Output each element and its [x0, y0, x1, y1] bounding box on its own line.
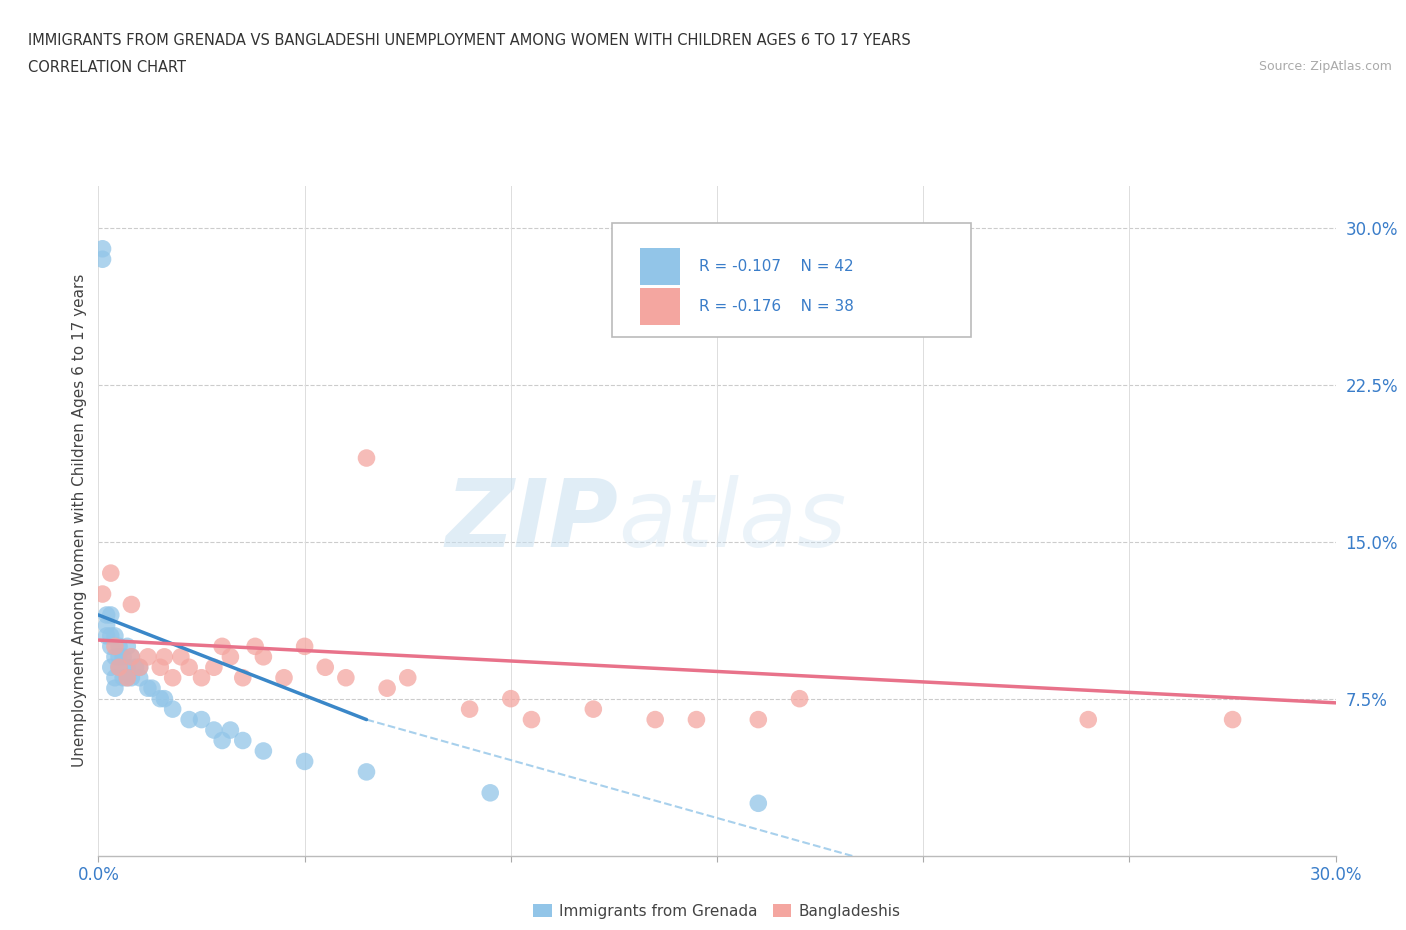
Point [314, 660, 336, 675]
Point [149, 691, 172, 706]
Point [294, 754, 316, 769]
Point [96, 607, 118, 622]
Point [112, 649, 135, 664]
Point [149, 660, 172, 675]
Point [112, 671, 135, 685]
Point [108, 660, 131, 675]
Point [120, 597, 142, 612]
Text: IMMIGRANTS FROM GRENADA VS BANGLADESHI UNEMPLOYMENT AMONG WOMEN WITH CHILDREN AG: IMMIGRANTS FROM GRENADA VS BANGLADESHI U… [28, 33, 911, 47]
Point [273, 671, 295, 685]
Text: atlas: atlas [619, 475, 846, 566]
Point [520, 712, 543, 727]
Point [128, 671, 150, 685]
Point [91, 587, 114, 602]
Point [124, 660, 146, 675]
Point [108, 649, 131, 664]
Point [479, 785, 502, 800]
Point [232, 733, 254, 748]
Point [120, 671, 142, 685]
Point [252, 649, 274, 664]
Point [219, 723, 242, 737]
Legend: Immigrants from Grenada, Bangladeshis: Immigrants from Grenada, Bangladeshis [527, 897, 907, 925]
Point [153, 691, 176, 706]
Point [335, 671, 357, 685]
Point [104, 671, 127, 685]
Point [136, 649, 159, 664]
Point [789, 691, 811, 706]
Bar [640, 248, 681, 286]
Point [100, 639, 122, 654]
Point [100, 629, 122, 644]
Point [104, 629, 127, 644]
Bar [640, 288, 681, 325]
Point [747, 712, 769, 727]
Point [202, 723, 225, 737]
Point [117, 639, 139, 654]
Point [100, 565, 122, 580]
Point [162, 702, 184, 717]
Point [108, 660, 131, 675]
Point [190, 671, 212, 685]
Point [170, 649, 193, 664]
Point [128, 660, 150, 675]
Point [1222, 712, 1244, 727]
Point [120, 649, 142, 664]
Point [162, 671, 184, 685]
Point [108, 639, 131, 654]
Text: Source: ZipAtlas.com: Source: ZipAtlas.com [1258, 60, 1392, 73]
Point [100, 607, 122, 622]
Point [91, 242, 114, 257]
Point [582, 702, 605, 717]
Point [179, 660, 201, 675]
Text: CORRELATION CHART: CORRELATION CHART [28, 60, 186, 75]
Point [232, 671, 254, 685]
Point [117, 660, 139, 675]
Point [644, 712, 666, 727]
Point [117, 671, 139, 685]
Point [356, 764, 378, 779]
Point [211, 733, 233, 748]
Point [747, 796, 769, 811]
Point [219, 649, 242, 664]
Y-axis label: Unemployment Among Women with Children Ages 6 to 17 years: Unemployment Among Women with Children A… [72, 274, 87, 767]
Point [294, 639, 316, 654]
Point [202, 660, 225, 675]
Point [104, 649, 127, 664]
Point [96, 618, 118, 633]
Point [375, 681, 398, 696]
FancyBboxPatch shape [612, 223, 970, 337]
Point [153, 649, 176, 664]
Point [117, 671, 139, 685]
Point [1077, 712, 1099, 727]
Point [252, 744, 274, 759]
Point [499, 691, 522, 706]
Point [141, 681, 163, 696]
Point [243, 639, 266, 654]
Point [91, 252, 114, 267]
Point [136, 681, 159, 696]
Text: R = -0.107    N = 42: R = -0.107 N = 42 [699, 259, 853, 274]
Point [128, 660, 150, 675]
Point [104, 639, 127, 654]
Point [104, 681, 127, 696]
Point [396, 671, 419, 685]
Point [120, 649, 142, 664]
Point [356, 451, 378, 466]
Point [190, 712, 212, 727]
Point [458, 702, 481, 717]
Text: R = -0.176    N = 38: R = -0.176 N = 38 [699, 299, 853, 314]
Point [179, 712, 201, 727]
Text: ZIP: ZIP [446, 475, 619, 566]
Point [211, 639, 233, 654]
Point [96, 629, 118, 644]
Point [100, 660, 122, 675]
Point [685, 712, 707, 727]
